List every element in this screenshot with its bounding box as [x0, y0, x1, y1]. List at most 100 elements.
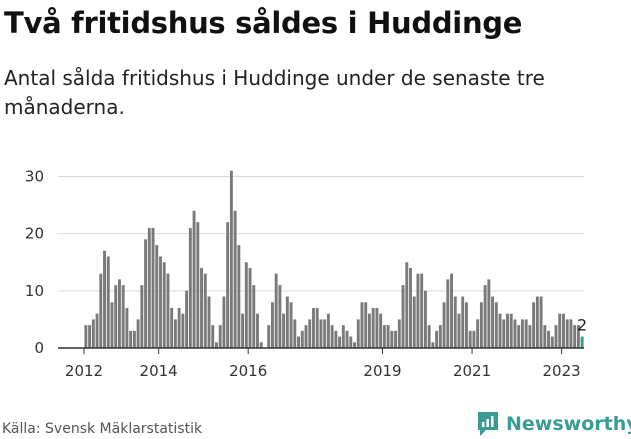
- bar: [450, 273, 453, 348]
- bar: [565, 319, 569, 348]
- bar: [465, 302, 468, 348]
- bar: [472, 330, 476, 348]
- bar: [517, 325, 521, 349]
- axes: [58, 347, 584, 354]
- bar: [166, 273, 170, 348]
- bar: [394, 330, 398, 348]
- bar: [506, 313, 509, 348]
- bar: [125, 307, 129, 348]
- bar: [144, 239, 148, 348]
- bar: [461, 296, 465, 348]
- bar: [278, 285, 282, 348]
- bar: [110, 302, 114, 348]
- bar: [129, 330, 133, 348]
- bar: [446, 279, 450, 349]
- bar: [349, 336, 353, 348]
- bar: [427, 325, 431, 349]
- bar: [468, 330, 472, 348]
- bar: [132, 330, 136, 348]
- bar: [483, 285, 487, 348]
- bar: [185, 290, 189, 348]
- bar: [405, 262, 409, 348]
- bar: [136, 319, 140, 348]
- bar: [558, 313, 562, 348]
- bar: [535, 296, 539, 348]
- labels: 0 10 20 30 2012 2014 2016 2019 2021 2023 2: [25, 167, 587, 380]
- bar: [543, 325, 547, 349]
- bar: [502, 319, 506, 348]
- bar: [539, 296, 543, 348]
- bar: [159, 256, 162, 348]
- bar: [170, 307, 174, 348]
- bar: [476, 319, 480, 348]
- brand-logo: Newsworthy: [476, 410, 631, 438]
- latest-value-label: 2: [577, 316, 587, 335]
- bar: [438, 325, 442, 349]
- bar: [442, 302, 446, 348]
- bar: [200, 267, 203, 348]
- bar: [181, 313, 185, 348]
- bar: [188, 227, 192, 348]
- x-tick-label: 2019: [363, 362, 401, 380]
- bar: [192, 210, 196, 348]
- bar: [353, 342, 356, 348]
- bar: [386, 325, 390, 349]
- bar: [285, 296, 289, 348]
- y-tick-label: 0: [34, 339, 44, 357]
- bar: [323, 319, 327, 348]
- bar: [226, 222, 230, 348]
- bar: [520, 319, 524, 348]
- bar: [267, 325, 271, 349]
- bar: [282, 313, 286, 348]
- bars: [84, 170, 584, 349]
- bar: [498, 313, 502, 348]
- bar: [487, 279, 491, 349]
- bar: [412, 296, 416, 348]
- bar: [196, 222, 200, 348]
- bar: [162, 262, 166, 348]
- bar: [457, 313, 461, 348]
- bar: [371, 307, 375, 348]
- bar: [312, 307, 315, 348]
- bar: [401, 285, 405, 348]
- bar: [222, 296, 226, 348]
- bar: [308, 319, 312, 348]
- bar: [409, 267, 412, 348]
- bar: [509, 313, 513, 348]
- bar: [304, 325, 308, 349]
- bar: [547, 330, 551, 348]
- bar: [532, 302, 536, 348]
- y-tick-label: 20: [25, 225, 44, 243]
- bar: [379, 313, 383, 348]
- bar: [173, 319, 177, 348]
- bar: [259, 342, 263, 348]
- bar: [297, 336, 301, 348]
- bar-chart: 0 10 20 30 2012 2014 2016 2019 2021 2023 2: [25, 167, 587, 380]
- bar: [256, 313, 259, 348]
- y-tick-label: 30: [25, 167, 44, 185]
- bar: [453, 296, 457, 348]
- bar: [330, 325, 334, 349]
- bar: [315, 307, 319, 348]
- x-tick-label: 2014: [140, 362, 178, 380]
- bar: [494, 302, 498, 348]
- bar: [420, 273, 424, 348]
- bar: [155, 245, 159, 348]
- bar: [431, 342, 435, 348]
- bar: [423, 290, 427, 348]
- bar: [326, 313, 330, 348]
- bar: [364, 302, 368, 348]
- bar: [338, 336, 342, 348]
- chart-title: Två fritidshus såldes i Huddinge: [4, 6, 523, 40]
- bar: [215, 342, 218, 348]
- bar: [289, 302, 293, 348]
- brand-name: Newsworthy: [506, 413, 631, 435]
- bar: [397, 319, 401, 348]
- bar: [140, 285, 144, 348]
- bar: [524, 319, 528, 348]
- bar: [356, 319, 360, 348]
- bar: [248, 267, 252, 348]
- x-tick-label: 2023: [543, 362, 581, 380]
- bar: [554, 325, 558, 349]
- bar: [416, 273, 420, 348]
